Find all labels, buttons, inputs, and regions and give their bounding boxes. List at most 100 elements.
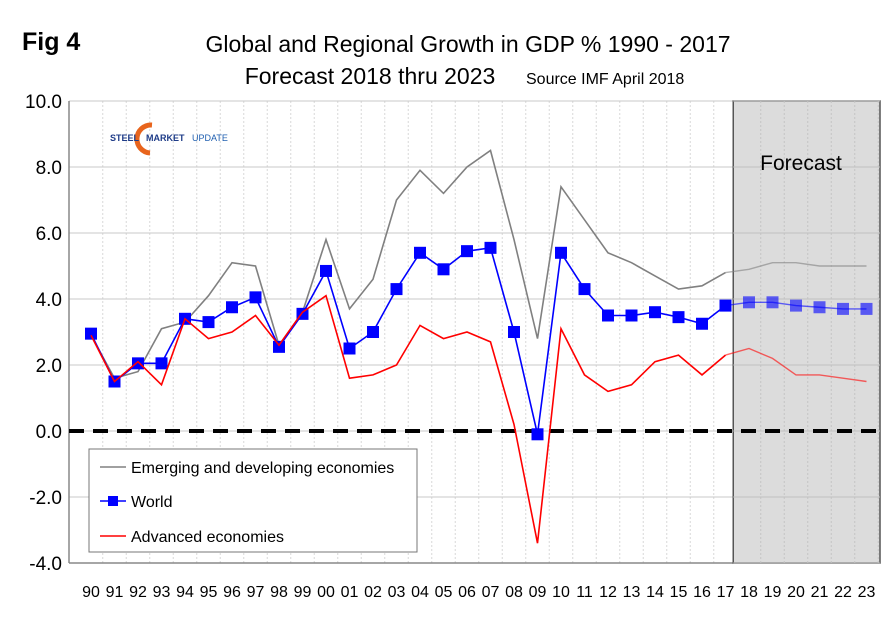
x-tick-label: 13 — [623, 584, 641, 601]
data-point — [860, 302, 873, 315]
data-point — [155, 357, 168, 370]
legend: Emerging and developing economies World … — [88, 448, 418, 553]
x-tick-label: 09 — [529, 584, 547, 601]
data-point — [813, 301, 826, 314]
x-tick-label: 10 — [552, 584, 570, 601]
x-tick-label: 20 — [787, 584, 805, 601]
data-point — [484, 241, 497, 254]
data-point — [625, 309, 638, 322]
legend-label-advanced: Advanced economies — [131, 529, 284, 546]
x-tick-label: 11 — [576, 584, 593, 601]
y-tick-label: 2.0 — [36, 356, 62, 377]
data-point — [555, 246, 567, 259]
data-point — [696, 317, 708, 330]
data-point — [226, 301, 238, 314]
x-tick-label: 94 — [176, 584, 194, 601]
y-tick-label: 6.0 — [36, 224, 62, 245]
x-tick-label: 03 — [388, 584, 406, 601]
x-tick-label: 21 — [811, 584, 829, 601]
data-point — [132, 357, 144, 370]
data-point — [837, 302, 849, 315]
x-tick-label: 23 — [858, 584, 876, 601]
forecast-region — [732, 100, 881, 564]
data-point — [414, 246, 426, 259]
series-line — [90, 246, 726, 435]
data-point — [85, 327, 97, 340]
x-tick-label: 18 — [740, 584, 758, 601]
x-tick-label: 00 — [317, 584, 335, 601]
x-tick-label: 15 — [670, 584, 688, 601]
x-tick-label: 02 — [364, 584, 382, 601]
y-tick-label: 4.0 — [36, 290, 62, 311]
x-tick-label: 04 — [411, 584, 429, 601]
x-tick-label: 14 — [646, 584, 664, 601]
data-point — [766, 296, 779, 309]
data-point — [202, 316, 215, 329]
logo-text-steel: STEEL — [110, 133, 140, 143]
logo: STEEL MARKET UPDATE — [110, 122, 228, 156]
chart-source: Source IMF April 2018 — [526, 71, 684, 88]
y-tick-label: 8.0 — [36, 158, 62, 179]
data-point — [790, 299, 802, 312]
series-line-forecast — [725, 262, 867, 274]
series-emerging-and-developing-economies — [90, 149, 867, 380]
legend-label-emerging: Emerging and developing economies — [131, 460, 394, 477]
data-point — [461, 245, 473, 258]
figure-label: Fig 4 — [22, 28, 80, 56]
x-tick-label: 12 — [599, 584, 617, 601]
x-tick-label: 98 — [270, 584, 288, 601]
data-point — [437, 263, 450, 276]
data-point — [343, 342, 356, 355]
data-point — [320, 264, 332, 277]
x-tick-label: 19 — [764, 584, 782, 601]
data-point — [390, 283, 403, 296]
data-point — [508, 326, 520, 338]
x-tick-label: 06 — [458, 584, 476, 601]
x-tick-label: 08 — [505, 584, 523, 601]
x-axis: 90 91 92 93 94 95 96 97 98 99 00 01 02 03 04 05 06 07 08 09… — [82, 584, 875, 601]
forecast-label: Forecast — [760, 152, 842, 175]
x-tick-label: 22 — [834, 584, 852, 601]
y-tick-label: 0.0 — [36, 422, 62, 443]
logo-text-market: MARKET — [146, 133, 185, 143]
x-tick-label: 96 — [223, 584, 241, 601]
y-tick-label: 10.0 — [25, 92, 62, 113]
series-line — [90, 149, 726, 380]
logo-text-update: UPDATE — [192, 133, 228, 143]
legend-marker-world — [108, 496, 118, 506]
x-tick-label: 91 — [106, 584, 124, 601]
x-tick-label: 93 — [153, 584, 171, 601]
x-tick-label: 92 — [129, 584, 147, 601]
y-tick-label: -4.0 — [29, 554, 62, 575]
y-axis: 10.0 8.0 6.0 4.0 2.0 0.0 -2.0 -4.0 — [25, 92, 62, 575]
x-tick-label: 99 — [294, 584, 312, 601]
chart-subtitle: Forecast 2018 thru 2023 — [245, 63, 496, 89]
chart-title: Global and Regional Growth in GDP % 1990… — [205, 31, 730, 57]
y-tick-label: -2.0 — [29, 488, 62, 509]
data-point — [367, 326, 379, 338]
data-point — [672, 311, 685, 324]
data-point — [273, 340, 285, 353]
data-point — [743, 296, 755, 309]
x-tick-label: 17 — [717, 584, 735, 601]
legend-box — [88, 448, 418, 553]
forecast-grid — [733, 100, 880, 564]
logo-swoosh-icon — [134, 122, 153, 156]
x-tick-label: 90 — [82, 584, 100, 601]
legend-label-world: World — [131, 494, 173, 511]
series-line-forecast — [725, 347, 867, 383]
data-point — [531, 428, 544, 441]
x-tick-label: 16 — [693, 584, 711, 601]
series-advanced-economies — [90, 294, 867, 544]
x-tick-label: 95 — [200, 584, 218, 601]
x-tick-label: 01 — [341, 584, 359, 601]
x-tick-label: 05 — [435, 584, 453, 601]
data-point — [649, 306, 661, 319]
data-point — [602, 309, 614, 322]
x-tick-label: 97 — [247, 584, 265, 601]
series-line — [90, 294, 727, 544]
data-point — [249, 291, 262, 304]
data-point — [719, 299, 732, 312]
series-group — [85, 149, 873, 544]
